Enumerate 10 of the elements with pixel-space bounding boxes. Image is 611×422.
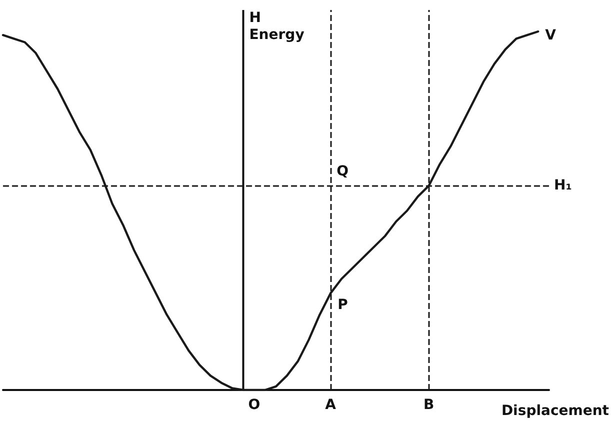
text: H <box>249 10 261 26</box>
x-tick-label: O <box>248 397 260 413</box>
annotation: Q <box>336 164 349 180</box>
x-axis-title: Displacement <box>501 403 610 419</box>
x-tick-label: B <box>424 397 434 413</box>
annotation: P <box>338 297 348 314</box>
ref-line-label: H₁ <box>554 178 572 194</box>
annotation: V <box>545 28 556 44</box>
x-tick-label: A <box>325 397 336 413</box>
y-axis-title: Energy <box>249 27 304 43</box>
